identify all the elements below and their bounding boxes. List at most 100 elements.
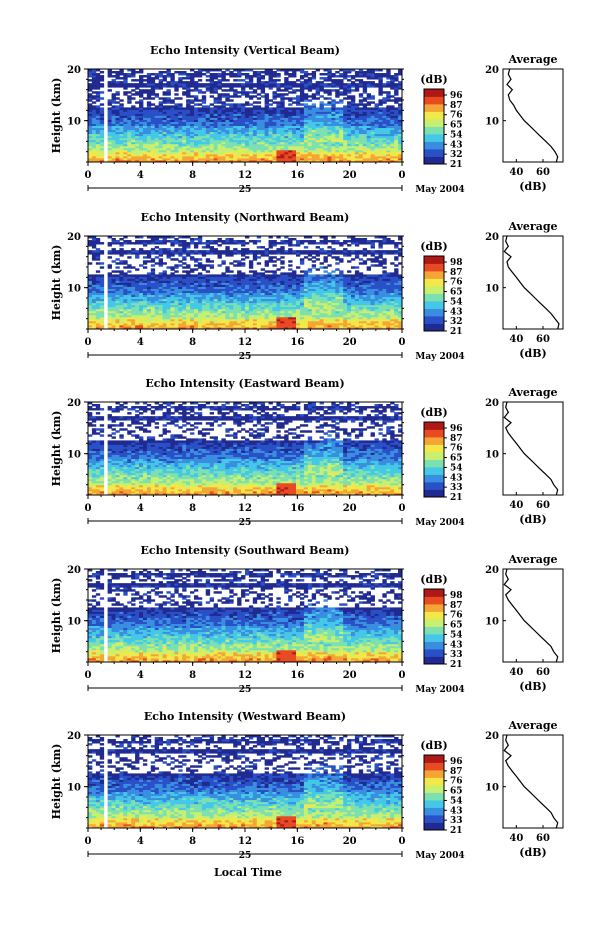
y-tick-label: 10 (67, 783, 81, 794)
colorbar-segment (424, 442, 444, 445)
x-tick-label: 16 (290, 503, 304, 514)
average-frame (502, 568, 564, 663)
colorbar-tick-label: 54 (450, 463, 463, 473)
colorbar-segment (424, 822, 444, 825)
x-tick-label: 8 (189, 170, 196, 181)
colorbar-tick-label: 54 (450, 796, 463, 806)
heatmap-field (88, 735, 403, 829)
date-label: May 2004 (415, 185, 464, 195)
colorbar-segment (424, 654, 444, 657)
colorbar-segment (424, 310, 444, 313)
colorbar-segment (424, 440, 444, 444)
colorbar-segment (424, 297, 444, 300)
colorbar-tick-label: 21 (450, 826, 463, 836)
colorbar-segment (424, 291, 444, 294)
colorbar-segment (424, 649, 444, 652)
x-tick-label: 20 (343, 670, 357, 681)
colorbar-frame (423, 421, 445, 498)
colorbar-segment (424, 790, 444, 793)
colorbar-segment (424, 107, 444, 111)
average-title: Average (507, 553, 557, 566)
colorbar-segment (424, 491, 444, 494)
colorbar-segment (424, 474, 444, 477)
colorbar-segment (424, 758, 444, 762)
day-label: 25 (239, 851, 252, 861)
colorbar-segment (424, 472, 444, 475)
colorbar-segment (424, 645, 444, 648)
panel-3: Echo Intensity (Eastward Beam) 10 20 Height… (50, 377, 564, 528)
colorbar-segment (424, 465, 444, 468)
colorbar-tick-label: 33 (450, 650, 463, 660)
avg-x-tick-label: 40 (509, 833, 523, 844)
colorbar-segment (424, 448, 444, 451)
x-tick-label: 0 (399, 836, 406, 847)
colorbar-segment (424, 321, 444, 324)
colorbar-frame (423, 754, 445, 831)
colorbar-segment (424, 135, 444, 139)
colorbar-tick-label: 43 (450, 806, 463, 816)
colorbar-tick-label: 76 (450, 444, 463, 454)
y-tick-label: 20 (67, 565, 81, 576)
colorbar-segment (424, 126, 444, 129)
colorbar-segment (424, 468, 444, 472)
colorbar-tick-label: 21 (450, 493, 463, 503)
colorbar-segment (424, 766, 444, 769)
colorbar-segment (424, 261, 444, 264)
x-tick-label: 20 (343, 503, 357, 514)
x-tick-label: 0 (399, 337, 406, 348)
colorbar-tick-label: 87 (450, 767, 463, 777)
colorbar-segment (424, 798, 444, 801)
colorbar-segment (424, 272, 444, 276)
day-label: 25 (239, 518, 252, 528)
colorbar-segment (424, 158, 444, 161)
heatmap-field (88, 69, 403, 163)
colorbar-segment (424, 431, 444, 434)
colorbar-segment (424, 632, 444, 635)
colorbar-unit: (dB) (420, 739, 447, 752)
colorbar-segment (424, 662, 444, 665)
colorbar-segment (424, 316, 444, 319)
colorbar-segment (424, 160, 444, 163)
colorbar-tick-label: 96 (450, 424, 463, 434)
colorbar-tick-label: 32 (450, 317, 463, 327)
colorbar-segment (424, 628, 444, 631)
colorbar-segment (424, 286, 444, 289)
colorbar-segment (424, 489, 444, 492)
colorbar-segment (424, 485, 444, 489)
y-axis-label: Height (km) (50, 78, 63, 154)
colorbar-segment (424, 259, 444, 263)
colorbar-segment (424, 152, 444, 156)
panel-1: Echo Intensity (Vertical Beam) 10 20 Height… (50, 44, 564, 195)
avg-x-tick-label: 60 (536, 667, 550, 678)
colorbar-segment (424, 274, 444, 278)
colorbar-segment (424, 605, 444, 609)
colorbar-segment (424, 826, 444, 829)
colorbar-segment (424, 796, 444, 799)
colorbar-segment (424, 470, 444, 474)
colorbar-segment (424, 637, 444, 641)
colorbar-tick-label: 65 (450, 621, 463, 631)
colorbar-segment (424, 124, 444, 127)
y-tick-label: 20 (67, 731, 81, 742)
colorbar-segment (424, 785, 444, 788)
colorbar-segment (424, 98, 444, 101)
panel-2: Echo Intensity (Northward Beam) 10 20 Heigh… (50, 211, 564, 362)
colorbar-segment (424, 652, 444, 656)
colorbar-tick-label: 43 (450, 473, 463, 483)
colorbar-segment (424, 773, 444, 777)
colorbar-segment (424, 444, 444, 447)
avg-x-tick-label: 60 (536, 167, 550, 178)
colorbar-segment (424, 90, 444, 94)
colorbar-segment (424, 278, 444, 281)
colorbar-tick-label: 76 (450, 278, 463, 288)
colorbar-frame (423, 255, 445, 332)
y-tick-label: 10 (67, 117, 81, 128)
colorbar-segment (424, 145, 444, 148)
colorbar-segment (424, 256, 444, 259)
x-tick-label: 8 (189, 836, 196, 847)
colorbar-unit: (dB) (420, 573, 447, 586)
colorbar-segment (424, 658, 444, 661)
colorbar-segment (424, 493, 444, 496)
x-tick-label: 12 (238, 503, 252, 514)
